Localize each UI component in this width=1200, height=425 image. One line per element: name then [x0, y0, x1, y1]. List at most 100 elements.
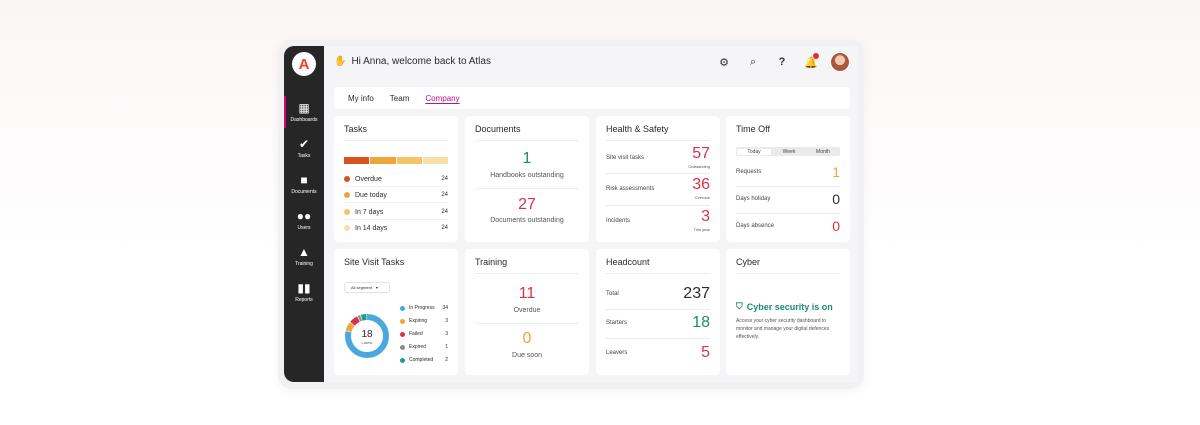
- dropdown-value: All segment: [351, 285, 372, 290]
- legend-label: In Progress: [409, 305, 435, 311]
- card-title: Health & Safety: [606, 124, 669, 134]
- bullet-icon: [400, 357, 405, 363]
- tasks-card[interactable]: Tasks Overdue 24 Due today 24 In 7 days …: [334, 116, 458, 242]
- donut-segment-in-progress: [345, 314, 389, 358]
- status-donut-chart: 18 Latest: [345, 314, 389, 358]
- row-value: 3: [701, 208, 710, 225]
- divider: [475, 273, 579, 274]
- legend-count: 3: [445, 331, 448, 337]
- cyber-description: Access your cyber security dashboard to …: [736, 318, 830, 340]
- bullet-icon: [344, 209, 350, 215]
- risk-assessments-row[interactable]: Risk assessments 36 Overdue: [606, 176, 710, 201]
- task-row-in-14-days[interactable]: In 14 days 24: [344, 222, 448, 234]
- headcount-card[interactable]: Headcount Total 237 Starters 18 Leavers …: [596, 249, 720, 375]
- row-sub: Overdue: [694, 195, 710, 200]
- sidebar-item-reports[interactable]: ▮▮ Reports: [284, 274, 324, 310]
- task-label: In 7 days: [355, 208, 384, 216]
- period-segmented-control: Today Week Month: [736, 147, 840, 156]
- card-title: Documents: [475, 124, 521, 134]
- row-value: 18: [692, 314, 710, 331]
- task-label: In 14 days: [355, 224, 388, 232]
- incidents-row[interactable]: Incidents 3 This year: [606, 208, 710, 233]
- task-count: 24: [441, 176, 448, 182]
- org-icon[interactable]: ⚙: [719, 56, 729, 69]
- handbooks-outstanding-label: Handbooks outstanding: [490, 172, 564, 179]
- requests-row[interactable]: Requests 1: [736, 164, 840, 182]
- bullet-icon: [400, 331, 405, 337]
- segment-week[interactable]: Week: [782, 148, 796, 155]
- legend-label: Completed: [409, 357, 434, 363]
- task-row-due-today[interactable]: Due today 24: [344, 189, 448, 201]
- cyber-card[interactable]: Cyber ⛉ Cyber security is on Access your…: [726, 249, 850, 375]
- site-visit-tasks-card[interactable]: Site Visit Tasks All segment ▾ 18 Latest…: [334, 249, 458, 375]
- health-safety-card[interactable]: Health & Safety Site visit tasks 57 Outs…: [596, 116, 720, 242]
- graduation-cap-icon: ▲: [298, 244, 310, 259]
- row-label: Incidents: [606, 218, 631, 224]
- bell-icon[interactable]: 🔔: [801, 52, 821, 72]
- folder-icon: ■: [300, 172, 308, 187]
- main-content: ✋ Hi Anna, welcome back to Atlas ⚙ ⌕ ? 🔔…: [324, 46, 858, 382]
- days-holiday-row[interactable]: Days holiday 0: [736, 191, 840, 209]
- sidebar: A ▦ Dashboards ✔ Tasks ■ Documents ●● Us…: [284, 46, 324, 382]
- legend-in-progress: In Progress 34: [400, 305, 448, 311]
- tab-my-info[interactable]: My info: [348, 93, 374, 103]
- bar-due-today: [370, 157, 396, 164]
- row-label: Requests: [736, 169, 762, 175]
- sidebar-item-label: Documents: [291, 188, 317, 195]
- row-sub: This year: [693, 227, 710, 232]
- divider: [606, 309, 710, 310]
- tab-company[interactable]: Company: [425, 93, 460, 103]
- sidebar-item-label: Dashboards: [290, 116, 318, 123]
- atlas-logo[interactable]: A: [292, 52, 316, 76]
- help-icon[interactable]: ?: [778, 56, 786, 68]
- sidebar-item-label: Users: [297, 224, 311, 231]
- row-label: Days absence: [736, 223, 775, 229]
- sidebar-item-users[interactable]: ●● Users: [284, 202, 324, 238]
- bar-chart-icon: ▮▮: [297, 280, 311, 295]
- divider: [344, 202, 448, 203]
- sidebar-item-dashboards[interactable]: ▦ Dashboards: [284, 94, 324, 130]
- tab-bar: My info Team Company: [334, 87, 850, 109]
- dashboard-icon: ▦: [298, 100, 310, 115]
- bullet-icon: [400, 344, 405, 350]
- sidebar-item-tasks[interactable]: ✔ Tasks: [284, 130, 324, 166]
- leavers-row[interactable]: Leavers 5: [606, 344, 710, 364]
- tab-team[interactable]: Team: [389, 93, 410, 103]
- bar-in-7-days: [396, 157, 422, 164]
- search-icon[interactable]: ⌕: [749, 55, 757, 68]
- divider: [736, 273, 840, 274]
- training-card[interactable]: Training 11 Overdue 0 Due soon: [465, 249, 589, 375]
- sidebar-item-documents[interactable]: ■ Documents: [284, 166, 324, 202]
- divider: [606, 173, 710, 174]
- task-row-in-7-days[interactable]: In 7 days 24: [344, 206, 448, 218]
- sidebar-item-training[interactable]: ▲ Training: [284, 238, 324, 274]
- training-overdue-label: Overdue: [513, 307, 541, 314]
- legend-expired: Expired 1: [400, 344, 448, 350]
- time-off-card[interactable]: Time Off Today Week Month Requests 1 Day…: [726, 116, 850, 242]
- segment-today[interactable]: Today: [737, 148, 771, 155]
- bullet-icon: [344, 225, 350, 231]
- bullet-icon: [344, 192, 350, 198]
- documents-card[interactable]: Documents 1 Handbooks outstanding 27 Doc…: [465, 116, 589, 242]
- segment-month[interactable]: Month: [816, 148, 830, 155]
- sidebar-nav: ▦ Dashboards ✔ Tasks ■ Documents ●● User…: [284, 94, 324, 310]
- tasks-progress-bar: [344, 157, 448, 164]
- divider: [475, 140, 579, 141]
- site-visit-tasks-row[interactable]: Site visit tasks 57 Outstanding: [606, 145, 710, 170]
- task-count: 24: [441, 225, 448, 231]
- task-count: 24: [441, 209, 448, 215]
- legend-label: Expired: [409, 344, 426, 350]
- days-absence-row[interactable]: Days absence 0: [736, 218, 840, 236]
- row-value: 0: [832, 191, 840, 207]
- row-label: Total: [606, 291, 619, 297]
- segment-dropdown[interactable]: All segment ▾: [344, 282, 390, 293]
- card-title: Headcount: [606, 257, 650, 267]
- topbar: ✋ Hi Anna, welcome back to Atlas ⚙ ⌕ ? 🔔: [324, 46, 858, 80]
- handbooks-outstanding-value: 1: [522, 150, 532, 167]
- starters-row[interactable]: Starters 18: [606, 314, 710, 334]
- total-row[interactable]: Total 237: [606, 285, 710, 305]
- task-row-overdue[interactable]: Overdue 24: [344, 173, 448, 185]
- avatar[interactable]: [830, 52, 850, 72]
- sidebar-item-label: Reports: [295, 296, 313, 303]
- row-label: Risk assessments: [606, 186, 655, 192]
